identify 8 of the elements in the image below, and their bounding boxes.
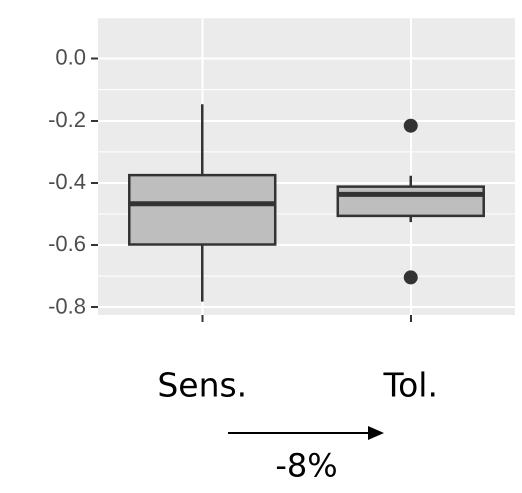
y-tick-label: 0.0 (55, 44, 86, 70)
y-tick-label: -0.2 (48, 106, 86, 132)
y-tick-label: -0.8 (48, 293, 86, 318)
x-tick-label: Sens. (157, 365, 248, 404)
text: -8% (275, 446, 338, 484)
x-tick-label: Tol. (382, 365, 438, 404)
y-tick-label: -0.6 (48, 231, 86, 256)
y-tick-label: -0.4 (48, 168, 86, 194)
